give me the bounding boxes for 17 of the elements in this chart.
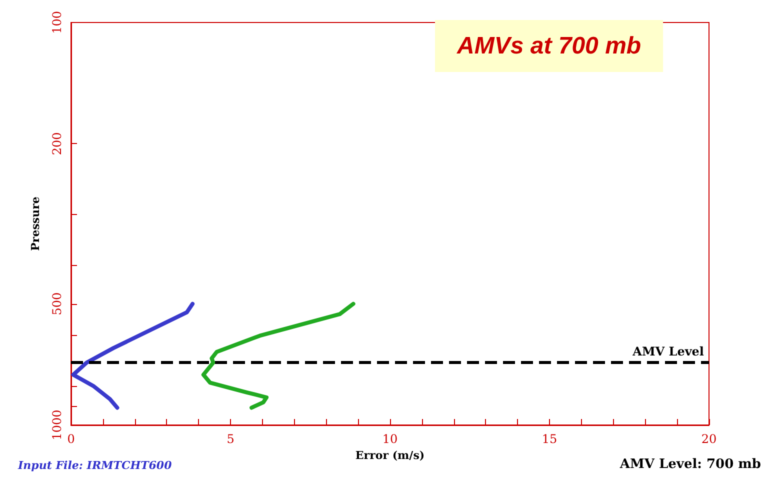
y-tick-label: 100 — [50, 11, 64, 34]
text: Input File: IRMTCHT600 — [17, 459, 172, 472]
chart-title: AMVs at 700 mb — [456, 32, 642, 60]
x-tick-label: 5 — [226, 432, 234, 446]
y-tick-label: 200 — [50, 132, 64, 156]
ref-line-label: AMV Level — [632, 344, 704, 359]
x-tick-label: 20 — [701, 432, 717, 446]
y-tick-label: 500 — [50, 292, 64, 316]
text: AMV Level: 700 mb — [618, 457, 762, 472]
x-tick-label: 10 — [382, 432, 398, 446]
y-axis-title: Pressure — [29, 196, 42, 251]
y-tick-label: 1000 — [50, 410, 64, 440]
line-series — [201, 302, 356, 410]
x-tick-label: 15 — [542, 432, 558, 446]
x-tick-label: 0 — [67, 432, 75, 446]
line-series — [71, 302, 195, 410]
x-axis-title: Error (m/s) — [355, 448, 425, 462]
